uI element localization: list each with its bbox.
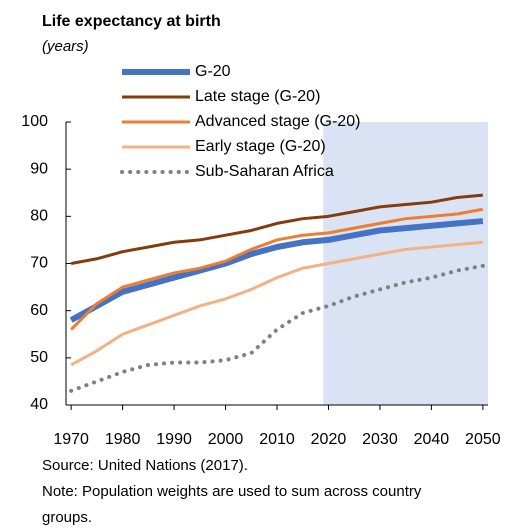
- x-tick-label: 2030: [362, 431, 398, 448]
- y-tick-label: 70: [30, 255, 48, 272]
- x-tick-label: 2010: [259, 431, 295, 448]
- legend-label: Early stage (G-20): [195, 138, 326, 155]
- y-tick-label: 60: [30, 302, 48, 319]
- y-tick-label: 100: [21, 113, 48, 130]
- chart-title: Life expectancy at birth: [42, 13, 221, 30]
- y-tick-label: 50: [30, 349, 48, 366]
- chart: Life expectancy at birth (years) 40 50 60 7…: [21, 13, 501, 448]
- x-tick-label: 2050: [465, 431, 501, 448]
- x-tick-label: 1980: [105, 431, 141, 448]
- series-line: [70, 207, 484, 331]
- series-line: [70, 240, 483, 367]
- y-tick-label: 90: [30, 160, 48, 177]
- series-line: [69, 218, 484, 323]
- x-tick-label: 2040: [414, 431, 450, 448]
- y-tick-label: 40: [30, 396, 48, 413]
- note: Note: Population weights are used to sum…: [42, 483, 422, 526]
- y-tick-label: 80: [30, 208, 48, 225]
- x-tick-label: 2000: [208, 431, 244, 448]
- series-line: [69, 263, 485, 393]
- x-tick-label: 1970: [53, 431, 89, 448]
- legend-label: Late stage (G-20): [195, 88, 320, 105]
- forecast-shade: [323, 122, 488, 405]
- x-tick-label: 1990: [156, 431, 192, 448]
- legend-label: G-20: [195, 63, 231, 80]
- x-tick-label: 2020: [311, 431, 347, 448]
- source: Source: United Nations (2017).: [42, 457, 248, 474]
- legend-label: Advanced stage (G-20): [195, 113, 360, 130]
- chart-subtitle: (years): [42, 38, 89, 55]
- legend-label: Sub-Saharan Africa: [195, 163, 334, 180]
- series-line: [70, 193, 483, 265]
